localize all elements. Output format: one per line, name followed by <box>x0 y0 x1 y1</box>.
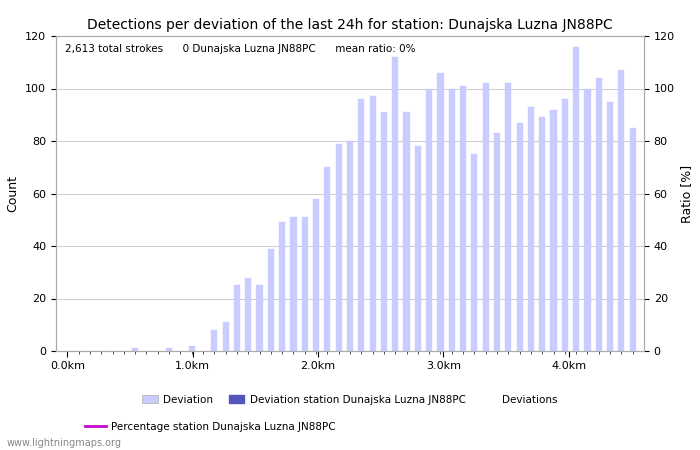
Bar <box>324 167 330 351</box>
Bar <box>550 109 556 351</box>
Text: 2,613 total strokes      0 Dunajska Luzna JN88PC      mean ratio: 0%: 2,613 total strokes 0 Dunajska Luzna JN8… <box>65 44 415 54</box>
Bar <box>381 112 387 351</box>
Legend: Deviation, Deviation station Dunajska Luzna JN88PC, Deviations: Deviation, Deviation station Dunajska Lu… <box>138 391 562 409</box>
Bar <box>528 107 534 351</box>
Bar <box>166 348 172 351</box>
Title: Detections per deviation of the last 24h for station: Dunajska Luzna JN88PC: Detections per deviation of the last 24h… <box>87 18 613 32</box>
Bar <box>414 146 421 351</box>
Bar <box>223 322 229 351</box>
Bar <box>596 78 602 351</box>
Bar <box>132 348 139 351</box>
Bar <box>347 141 353 351</box>
Bar <box>482 83 489 351</box>
Bar <box>358 99 365 351</box>
Bar <box>471 154 477 351</box>
Bar <box>438 73 444 351</box>
Bar <box>573 46 580 351</box>
Bar <box>370 96 376 351</box>
Bar <box>256 285 262 351</box>
Y-axis label: Ratio [%]: Ratio [%] <box>680 164 694 223</box>
Bar <box>505 83 512 351</box>
Bar <box>618 70 624 351</box>
Bar <box>403 112 410 351</box>
Legend: Percentage station Dunajska Luzna JN88PC: Percentage station Dunajska Luzna JN88PC <box>80 418 340 436</box>
Bar <box>335 144 342 351</box>
Bar <box>629 128 636 351</box>
Bar <box>234 285 240 351</box>
Bar <box>245 278 251 351</box>
Bar <box>211 330 218 351</box>
Bar <box>392 57 398 351</box>
Text: www.lightningmaps.org: www.lightningmaps.org <box>7 438 122 448</box>
Bar <box>302 217 308 351</box>
Bar <box>290 217 297 351</box>
Bar <box>561 99 568 351</box>
Bar <box>267 248 274 351</box>
Bar <box>313 199 319 351</box>
Bar <box>584 89 591 351</box>
Bar <box>517 122 523 351</box>
Bar <box>607 102 613 351</box>
Bar <box>188 346 195 351</box>
Bar <box>494 133 500 351</box>
Y-axis label: Count: Count <box>6 175 20 212</box>
Bar <box>449 89 455 351</box>
Bar <box>279 222 286 351</box>
Bar <box>539 117 545 351</box>
Bar <box>460 86 466 351</box>
Bar <box>426 89 433 351</box>
